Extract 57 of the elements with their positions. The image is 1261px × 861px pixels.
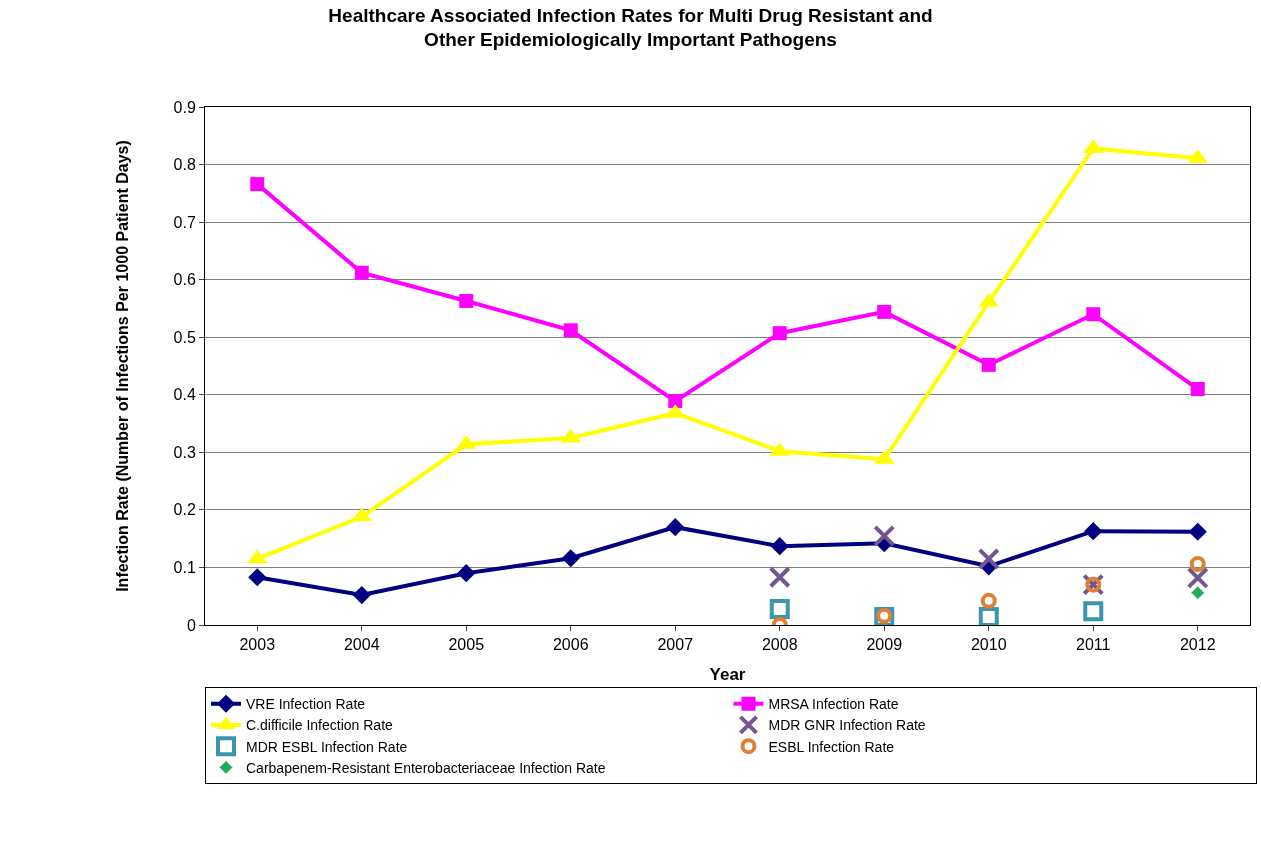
point bbox=[1190, 382, 1205, 397]
point bbox=[768, 566, 791, 589]
x-tick-label: 2011 bbox=[1076, 636, 1111, 654]
legend-label: MDR ESBL Infection Rate bbox=[246, 738, 408, 755]
x-tick-label: 2006 bbox=[552, 636, 589, 654]
point bbox=[459, 293, 474, 308]
legend-label: VRE Infection Rate bbox=[246, 696, 366, 713]
y-tick-label: 0.7 bbox=[173, 213, 196, 231]
y-tick-label: 0.6 bbox=[173, 271, 196, 289]
x-tick-label: 2010 bbox=[970, 636, 1007, 654]
point bbox=[981, 357, 996, 372]
point bbox=[561, 549, 580, 568]
legend-label: Carbapenem-Resistant Enterobacteriaceae Infection Rate bbox=[246, 759, 606, 776]
y-axis-title: Infection Rate (Number of Infections Per 1000 Patient Days) bbox=[114, 140, 132, 592]
y-tick-label: 0.2 bbox=[173, 501, 196, 519]
point bbox=[769, 598, 790, 619]
point bbox=[772, 326, 787, 341]
point bbox=[1084, 522, 1103, 541]
point bbox=[770, 537, 789, 556]
point bbox=[877, 304, 892, 319]
point bbox=[563, 323, 578, 338]
point bbox=[1189, 555, 1206, 572]
x-tick-label: 2009 bbox=[866, 636, 903, 654]
x-axis-title: Year bbox=[709, 664, 746, 684]
x-tick-label: 2012 bbox=[1179, 636, 1216, 654]
legend-label: MRSA Infection Rate bbox=[768, 696, 899, 713]
point bbox=[666, 518, 685, 537]
x-tick-label: 2005 bbox=[448, 636, 485, 654]
y-tick-label: 0.4 bbox=[173, 386, 196, 404]
point bbox=[1086, 307, 1101, 322]
legend-label: MDR GNR Infection Rate bbox=[768, 717, 926, 734]
point bbox=[668, 394, 683, 409]
point bbox=[1083, 601, 1104, 622]
point bbox=[1188, 522, 1207, 541]
point bbox=[873, 524, 896, 547]
point bbox=[978, 606, 999, 625]
y-tick-label: 0 bbox=[186, 616, 196, 634]
y-tick-label: 0.3 bbox=[173, 443, 196, 461]
point bbox=[352, 585, 371, 605]
point bbox=[980, 592, 997, 609]
y-tick-label: 0.8 bbox=[173, 156, 196, 174]
point bbox=[250, 177, 265, 192]
y-tick-label: 0.5 bbox=[173, 328, 196, 346]
x-tick-label: 2007 bbox=[657, 636, 694, 654]
y-tick-label: 0.1 bbox=[173, 559, 196, 577]
x-tick-label: 2008 bbox=[761, 636, 798, 654]
legend-label: ESBL Infection Rate bbox=[768, 738, 895, 755]
point bbox=[354, 265, 369, 280]
legend-label: C.difficile Infection Rate bbox=[246, 717, 394, 734]
point bbox=[457, 564, 476, 583]
x-tick-label: 2003 bbox=[239, 636, 276, 654]
point bbox=[248, 568, 267, 587]
point bbox=[1190, 585, 1205, 600]
x-tick-label: 2004 bbox=[343, 636, 380, 654]
y-tick-label: 0.9 bbox=[173, 98, 196, 116]
point bbox=[977, 547, 1000, 570]
chart-title: Healthcare Associated Infection Rates for Multi Drug Resistant and Other Epidemiologically Important Pathogens bbox=[328, 4, 933, 51]
